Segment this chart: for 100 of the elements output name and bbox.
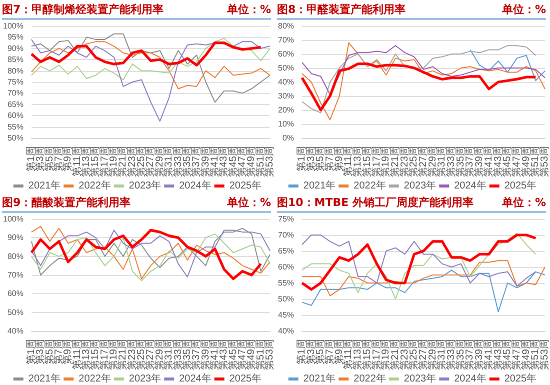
line-series [302, 260, 546, 296]
x-tick-label: 第1周 [24, 146, 37, 172]
y-tick-label: 50% [278, 64, 294, 72]
x-tick-label: 第3周 [304, 146, 317, 172]
x-tick-label: 第29周 [426, 146, 438, 178]
x-tick-label: 第29周 [153, 146, 166, 178]
x-tick-label: 第35周 [454, 146, 466, 178]
legend-label: 2024年 [454, 372, 486, 384]
legend-label: 2021年 [28, 372, 61, 384]
y-tick-label: 20% [278, 106, 294, 114]
line-series [30, 38, 270, 80]
x-tick-label: 第23周 [398, 339, 410, 370]
x-tick-label: 第21周 [388, 146, 401, 178]
x-tick-label: 第3周 [304, 339, 317, 365]
y-tick-label: 65% [7, 100, 24, 109]
line-series [302, 42, 546, 120]
y-tick-label: 60% [7, 111, 24, 120]
y-tick-label: 40% [278, 326, 294, 336]
x-tick-label: 第41周 [482, 339, 494, 370]
line-series [30, 33, 270, 103]
chart-title: 图7：甲醇制烯烃装置产能利用率 [2, 2, 164, 17]
line-series [302, 270, 546, 312]
y-tick-label: 40% [278, 78, 294, 86]
text: 单位：% [226, 195, 271, 210]
x-tick-label: 第43周 [492, 339, 504, 370]
x-tick-label: 第23周 [398, 146, 410, 178]
y-tick-label: 75% [7, 78, 24, 86]
x-tick-label: 第23周 [126, 339, 138, 370]
legend-label: 2023年 [128, 180, 162, 192]
legend-label: 2023年 [128, 372, 162, 384]
x-tick-label: 第29周 [153, 339, 166, 370]
y-tick-label: 95% [7, 32, 24, 42]
x-tick-label: 第41周 [482, 146, 494, 178]
legend-label: 2024年 [454, 180, 486, 192]
x-tick-label: 第49周 [520, 339, 532, 370]
x-tick-label: 第51周 [254, 339, 266, 370]
x-tick-label: 第9周 [332, 146, 345, 172]
x-tick-label: 第43周 [492, 146, 504, 178]
x-tick-label: 第21周 [388, 339, 401, 370]
y-tick-label: 60% [278, 262, 294, 272]
y-tick-label: 55% [278, 278, 294, 288]
x-tick-label: 第53周 [538, 146, 550, 178]
x-tick-label: 第53周 [264, 146, 276, 178]
line-series [30, 38, 270, 122]
x-tick-label: 第35周 [454, 339, 466, 370]
x-tick-label: 第11周 [70, 146, 83, 176]
legend-label: 2023年 [404, 180, 436, 192]
y-tick-label: 80% [7, 252, 24, 261]
legend-label: 2022年 [354, 180, 386, 192]
legend-label: 2022年 [78, 372, 111, 384]
x-tick-label: 第17周 [370, 339, 382, 370]
x-tick-label: 第11周 [70, 339, 83, 370]
y-tick-label: 60% [278, 50, 294, 58]
y-tick-label: 90% [7, 233, 24, 242]
x-tick-label: 第17周 [98, 339, 110, 370]
y-tick-label: 85% [7, 55, 24, 64]
x-tick-label: 第47周 [510, 146, 522, 178]
legend-label: 2024年 [179, 372, 212, 384]
y-tick-label: 50% [7, 308, 24, 317]
legend-label: 2021年 [303, 180, 336, 192]
chart-title: 图10：MTBE 外销工厂周度产能利用率 [277, 195, 474, 210]
line-series [302, 45, 546, 96]
y-tick-label: 45% [278, 310, 294, 320]
y-tick-label: 60% [7, 289, 24, 298]
legend-label: 2025年 [229, 372, 262, 384]
legend-label: 2024年 [179, 180, 212, 192]
text: 单位：% [502, 195, 546, 210]
x-tick-label: 第49周 [520, 146, 532, 178]
legend-label: 2023年 [404, 372, 436, 384]
x-tick-label: 第15周 [360, 339, 373, 370]
legend-label: 2025年 [229, 180, 262, 192]
y-tick-label: 10% [278, 120, 294, 128]
legend-label: 2022年 [354, 372, 386, 384]
y-tick-label: 80% [278, 22, 294, 30]
x-tick-label: 第15周 [360, 146, 373, 178]
y-tick-label: 30% [278, 92, 294, 100]
text: 单位：% [502, 2, 546, 17]
legend-label: 2021年 [303, 372, 336, 384]
x-tick-label: 第23周 [126, 146, 138, 178]
x-tick-label: 第17周 [98, 146, 110, 178]
x-tick-label: 第51周 [254, 146, 266, 178]
y-tick-label: 70% [278, 230, 294, 240]
y-tick-label: 65% [278, 246, 294, 256]
x-tick-label: 第29周 [426, 339, 438, 370]
x-tick-label: 第1周 [24, 339, 37, 365]
chart-title: 图9：醋酸装置产能利用率 [2, 195, 131, 210]
y-tick-label: 50% [278, 294, 294, 304]
y-tick-label: 40% [7, 326, 24, 336]
line-series [470, 49, 546, 82]
y-tick-label: 70% [278, 36, 294, 44]
x-tick-label: 第9周 [332, 339, 345, 365]
y-tick-label: 0% [282, 134, 294, 142]
legend-label: 2021年 [28, 180, 61, 192]
line-series [302, 45, 536, 114]
y-tick-label: 55% [7, 122, 24, 132]
chart-title: 图8：甲醛装置产能利用率 [277, 2, 406, 17]
text: 单位：% [226, 2, 271, 17]
y-tick-label: 75% [278, 214, 294, 224]
legend-label: 2022年 [78, 180, 111, 192]
legend-label: 2025年 [504, 372, 537, 384]
